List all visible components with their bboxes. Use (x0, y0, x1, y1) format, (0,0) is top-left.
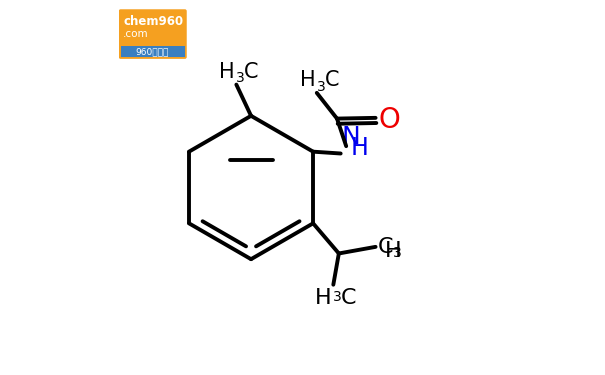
Text: .com: .com (123, 30, 149, 39)
Text: H: H (351, 136, 369, 160)
Text: H: H (315, 288, 332, 308)
Text: 3: 3 (333, 290, 341, 304)
Text: H: H (385, 241, 401, 261)
Text: C: C (340, 288, 356, 308)
Text: 3: 3 (235, 71, 244, 86)
Text: H: H (301, 70, 316, 90)
Text: 3: 3 (393, 246, 402, 260)
Text: 960化工网: 960化工网 (136, 47, 169, 56)
Text: 3: 3 (317, 80, 326, 94)
FancyBboxPatch shape (119, 9, 187, 59)
Text: C: C (378, 237, 393, 257)
Text: O: O (379, 106, 401, 134)
Text: C: C (244, 62, 258, 82)
Text: C: C (325, 70, 340, 90)
Text: H: H (219, 62, 235, 82)
FancyBboxPatch shape (120, 46, 185, 57)
Text: chem960: chem960 (123, 15, 183, 28)
Text: N: N (342, 125, 361, 149)
